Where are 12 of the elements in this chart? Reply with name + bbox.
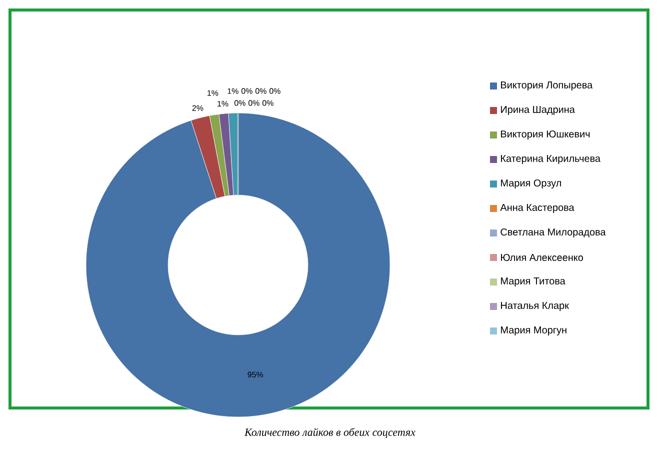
legend-label: Анна Кастерова: [500, 204, 574, 213]
legend-label: Катерина Кирильчева: [501, 155, 601, 164]
legend-label: Виктория Юшкевич: [501, 130, 590, 140]
legend-label: Мария Титова: [501, 278, 566, 286]
legend-label: Наталья Кларк: [501, 302, 569, 311]
legend-label: Мария Моргун: [501, 326, 566, 336]
legend-label: Мария Орзул: [501, 179, 561, 188]
legend-label: Виктория Лопырева: [501, 82, 593, 90]
legend-label: Светлана Милорадова: [500, 228, 606, 238]
text: Количество лайков в обеих соцсетях: [244, 428, 416, 438]
legend-label: Ирина Шадрина: [501, 106, 575, 115]
legend-label: Юлия Алексеенко: [501, 254, 583, 262]
